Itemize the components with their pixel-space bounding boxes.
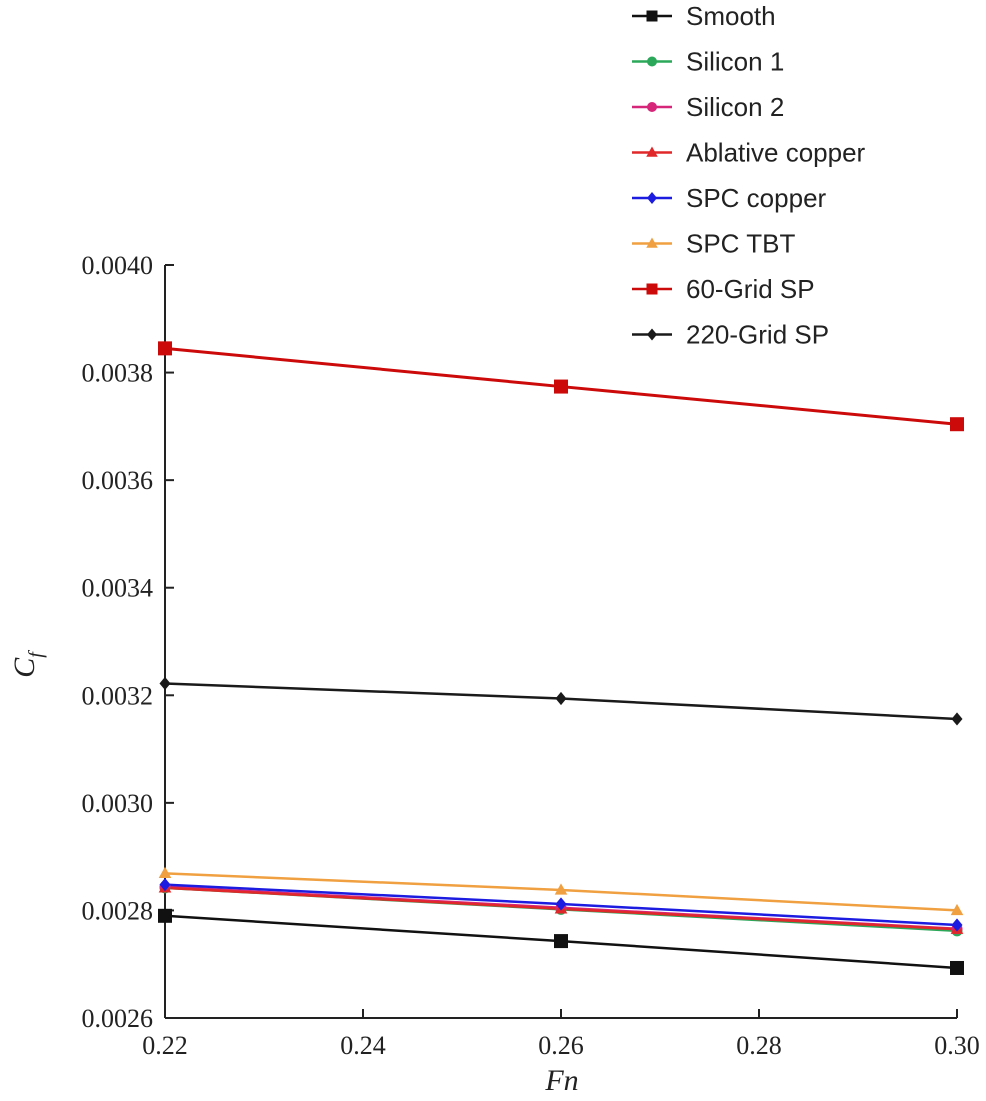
y-tick-label: 0.0032	[82, 681, 154, 710]
series-markers	[158, 341, 964, 975]
legend-marker	[646, 10, 658, 22]
legend-label: Ablative copper	[686, 138, 866, 168]
legend-label: 60-Grid SP	[686, 274, 815, 304]
data-point-60-grid-sp	[554, 379, 568, 394]
data-point-220-grid-sp	[159, 676, 171, 691]
y-tick-label: 0.0028	[82, 896, 154, 925]
data-point-spc-copper	[159, 878, 171, 892]
y-tick-label: 0.0034	[82, 574, 154, 603]
data-point-60-grid-sp	[950, 417, 964, 432]
data-point-spc-tbt	[158, 866, 172, 878]
data-point-smooth	[554, 934, 568, 949]
y-tick-label: 0.0026	[82, 1004, 154, 1033]
legend-marker	[647, 102, 657, 112]
legend-item-spc-tbt: SPC TBT	[632, 229, 795, 259]
legend-marker	[646, 146, 658, 157]
legend-item-220-grid-sp: 220-Grid SP	[632, 320, 829, 350]
legend-label: 220-Grid SP	[686, 320, 829, 350]
y-axis-title-sub: f	[25, 650, 47, 658]
legend-marker	[646, 237, 658, 248]
legend-label: SPC TBT	[686, 229, 795, 259]
legend: Smooth Silicon 1 Silicon 2 Ablative copper S…	[632, 1, 866, 350]
series-lines	[164, 346, 958, 970]
y-tick-label: 0.0038	[82, 359, 154, 388]
legend-label: Silicon 1	[686, 47, 784, 77]
legend-item-ablative-copper: Ablative copper	[632, 138, 866, 168]
legend-item-60-grid-sp: 60-Grid SP	[632, 274, 815, 304]
legend-marker	[647, 328, 657, 341]
x-tick-label: 0.24	[340, 1031, 386, 1060]
y-tick-label: 0.0040	[82, 251, 154, 280]
x-tick-label: 0.22	[142, 1031, 188, 1060]
y-tick-label: 0.0036	[82, 466, 154, 495]
legend-label: Silicon 2	[686, 92, 784, 122]
legend-marker	[646, 283, 658, 295]
legend-item-silicon-1: Silicon 1	[632, 47, 784, 77]
data-point-60-grid-sp	[158, 341, 172, 356]
legend-item-silicon-2: Silicon 2	[632, 92, 784, 122]
y-ticks: 0.0026 0.0028 0.0030 0.0032 0.0034 0.0036 0.00…	[82, 251, 174, 1033]
x-axis-title: Fn	[544, 1064, 578, 1097]
data-point-spc-tbt	[554, 883, 568, 895]
legend-marker	[647, 192, 657, 204]
x-tick-label: 0.28	[736, 1031, 782, 1060]
data-point-220-grid-sp	[555, 691, 567, 706]
data-point-220-grid-sp	[951, 712, 963, 726]
y-axis-title-main: C	[8, 657, 41, 678]
x-tick-label: 0.26	[538, 1031, 584, 1060]
x-ticks: 0.22 0.24 0.26 0.28 0.30	[142, 1009, 980, 1060]
y-axis-title: Cf	[8, 650, 47, 678]
x-tick-label: 0.30	[934, 1031, 980, 1060]
legend-label: Smooth	[686, 1, 776, 31]
legend-item-spc-copper: SPC copper	[632, 183, 827, 213]
y-tick-label: 0.0030	[82, 789, 154, 818]
data-point-smooth	[950, 960, 964, 975]
legend-label: SPC copper	[686, 183, 827, 213]
data-point-spc-copper	[951, 918, 963, 932]
data-point-spc-copper	[555, 897, 567, 911]
legend-marker	[647, 56, 657, 67]
data-point-spc-tbt	[950, 903, 964, 916]
legend-item-smooth: Smooth	[632, 1, 776, 31]
data-point-smooth	[158, 908, 172, 923]
